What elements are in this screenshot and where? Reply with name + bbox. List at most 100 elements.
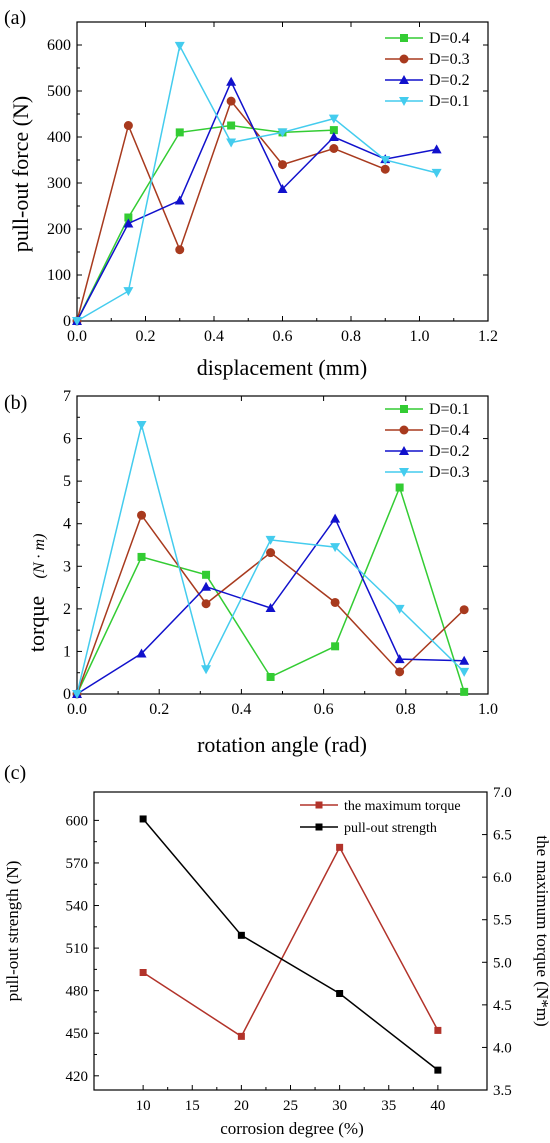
panel-b-series-2-point-7 [459,605,469,615]
panel-a-series-4-point-7 [380,156,391,165]
panel-a-series-4-point-4 [226,138,237,148]
panel-a-legend-marker-1 [400,34,408,42]
panel-c-right-y-tick-label: 4.0 [493,1040,512,1056]
panel-b-series-4-point-7 [459,667,470,677]
panel-a-series-4-point-5 [277,128,288,138]
panel-a-y-tick-label: 200 [47,221,71,238]
panel-a-series-4-point-6 [328,114,339,124]
panel-a-series-line-3 [76,79,437,322]
panel-b-y-tick-label: 1 [63,643,71,660]
panel-c-y-tick-label: 570 [66,856,89,872]
panel-b-series-3-point-6 [394,654,405,664]
panel-a-x-tick-label: 1.0 [410,328,430,345]
panel-a-series-2-point-2 [123,121,133,130]
panel-a-series-line-4 [76,43,437,322]
panel-b-series-4-point-6 [394,604,405,614]
panel-b-series-1-point-4 [266,672,275,681]
panel-a-series-3-point-3 [174,195,185,205]
panel-a-legend-marker-4 [399,97,409,106]
panel-c-series-2-point-3 [336,990,344,998]
panel-c-right-y-tick-label: 5.5 [493,913,512,929]
panel-a-series-2-point-3 [175,245,185,255]
panel-b-y-tick-label: 0 [63,686,71,703]
panel-c-x-tick-label: 25 [283,1098,298,1114]
panel-b-series-1-point-2 [137,552,146,561]
panel-c-series-2-point-1 [139,815,147,823]
panel-b-x-tick-label: 0.2 [149,701,169,718]
panel-a-legend-marker-3 [399,75,409,84]
panel-b-chart: (b) rotation angle (rad) torque (N · m) … [4,388,498,757]
panel-c-right-y-tick-label: 6.0 [493,870,512,886]
panel-a-series-1-point-2 [124,213,133,222]
panel-a-y-tick-label: 600 [47,37,71,54]
panel-b-x-tick-label: 0.4 [231,701,251,718]
panel-a-legend-label-1: D=0.4 [429,30,470,47]
panel-b-y-axis-title: torque [24,596,49,652]
panel-a-series-3-point-5 [277,183,288,193]
panel-a-legend-label-3: D=0.2 [429,72,470,89]
panel-c-right-y-axis-title: the maximum torque (N*m) [533,835,550,1026]
panel-a-series-4-point-1 [72,317,82,326]
panel-b-legend-marker-2 [399,425,409,435]
panel-b-y-tick-label: 6 [63,431,71,448]
panel-b-x-tick-label: 1.0 [478,701,498,718]
panel-c-x-axis-title: corrosion degree (%) [220,1119,364,1138]
panel-a-x-tick-label: 0.2 [136,328,156,345]
panel-a-legend-label-2: D=0.3 [429,51,470,68]
panel-label-c: (c) [4,762,26,784]
panel-a-y-tick-label: 300 [47,175,71,192]
panel-c-x-tick-label: 40 [430,1098,445,1114]
panel-b-y-tick-label: 3 [63,558,71,575]
panel-a-x-axis-title: displacement (mm) [197,355,367,380]
panel-b-series-3-point-5 [330,513,341,523]
panel-b-series-1-point-6 [395,483,404,492]
panel-a-series-2-point-4 [226,96,236,106]
panel-c-series-2-point-2 [237,931,245,939]
panel-b-y-tick-label: 7 [63,388,71,405]
panel-a-series-line-2 [76,99,386,322]
panel-b-series-2-point-3 [201,599,211,609]
panel-b-series-2-point-6 [395,667,405,677]
panel-c-legend-marker-2 [315,823,323,831]
panel-b-x-axis-title: rotation angle (rad) [197,732,367,757]
panel-c-series-1-point-2 [237,1032,245,1040]
panel-b-x-tick-label: 0.0 [67,701,87,718]
panel-b-series-4-point-1 [72,690,82,699]
panel-a-y-tick-label: 400 [47,129,71,146]
panel-b-series-4-point-2 [136,420,147,430]
panel-c-legend-label-1: the maximum torque [344,799,461,814]
panel-b-x-tick-label: 0.6 [314,701,334,718]
panel-b-series-3-point-7 [459,655,470,665]
panel-b-series-1-point-3 [202,570,211,579]
panel-b-legend-marker-1 [400,405,408,413]
panel-c-right-y-tick-label: 7.0 [493,785,512,801]
panel-b-series-2-point-5 [330,597,340,607]
panel-c-y-tick-label: 600 [66,813,89,829]
panel-b-series-4-point-3 [201,665,212,675]
panel-a-legend-label-4: D=0.1 [429,93,470,110]
panel-a-series-2-point-7 [380,164,390,174]
panel-b-series-3-point-3 [201,581,212,591]
panel-c-y-tick-label: 420 [66,1069,89,1085]
panel-b-legend-label-1: D=0.1 [429,401,470,418]
panel-a-series-4-point-8 [431,168,442,178]
panel-c-right-y-tick-label: 5.0 [493,955,512,971]
panel-label-b: (b) [4,392,27,414]
panel-a-series-3-point-8 [431,144,442,154]
panel-a-y-tick-label: 100 [47,267,71,284]
panel-b-x-tick-label: 0.8 [396,701,416,718]
panel-a-series-3-point-2 [123,218,134,228]
panel-b-legend-marker-3 [399,446,409,455]
panel-b-legend-label-4: D=0.3 [429,464,470,481]
panel-b-legend-marker-4 [399,468,409,477]
panel-a-series-1-point-6 [329,126,338,135]
panel-a-plot-frame [76,21,489,322]
panel-c-series-1-point-4 [434,1026,442,1034]
panel-c-series-2-point-4 [434,1066,442,1074]
panel-b-legend-label-2: D=0.4 [429,422,470,439]
panel-a-series-2-point-5 [278,160,287,170]
panel-b-y-tick-label: 2 [63,601,71,618]
panel-b-series-4-point-5 [330,543,341,553]
panel-b-y-tick-label: 4 [63,516,71,533]
panel-b-y-axis-title-group: torque (N · m) [24,534,49,653]
